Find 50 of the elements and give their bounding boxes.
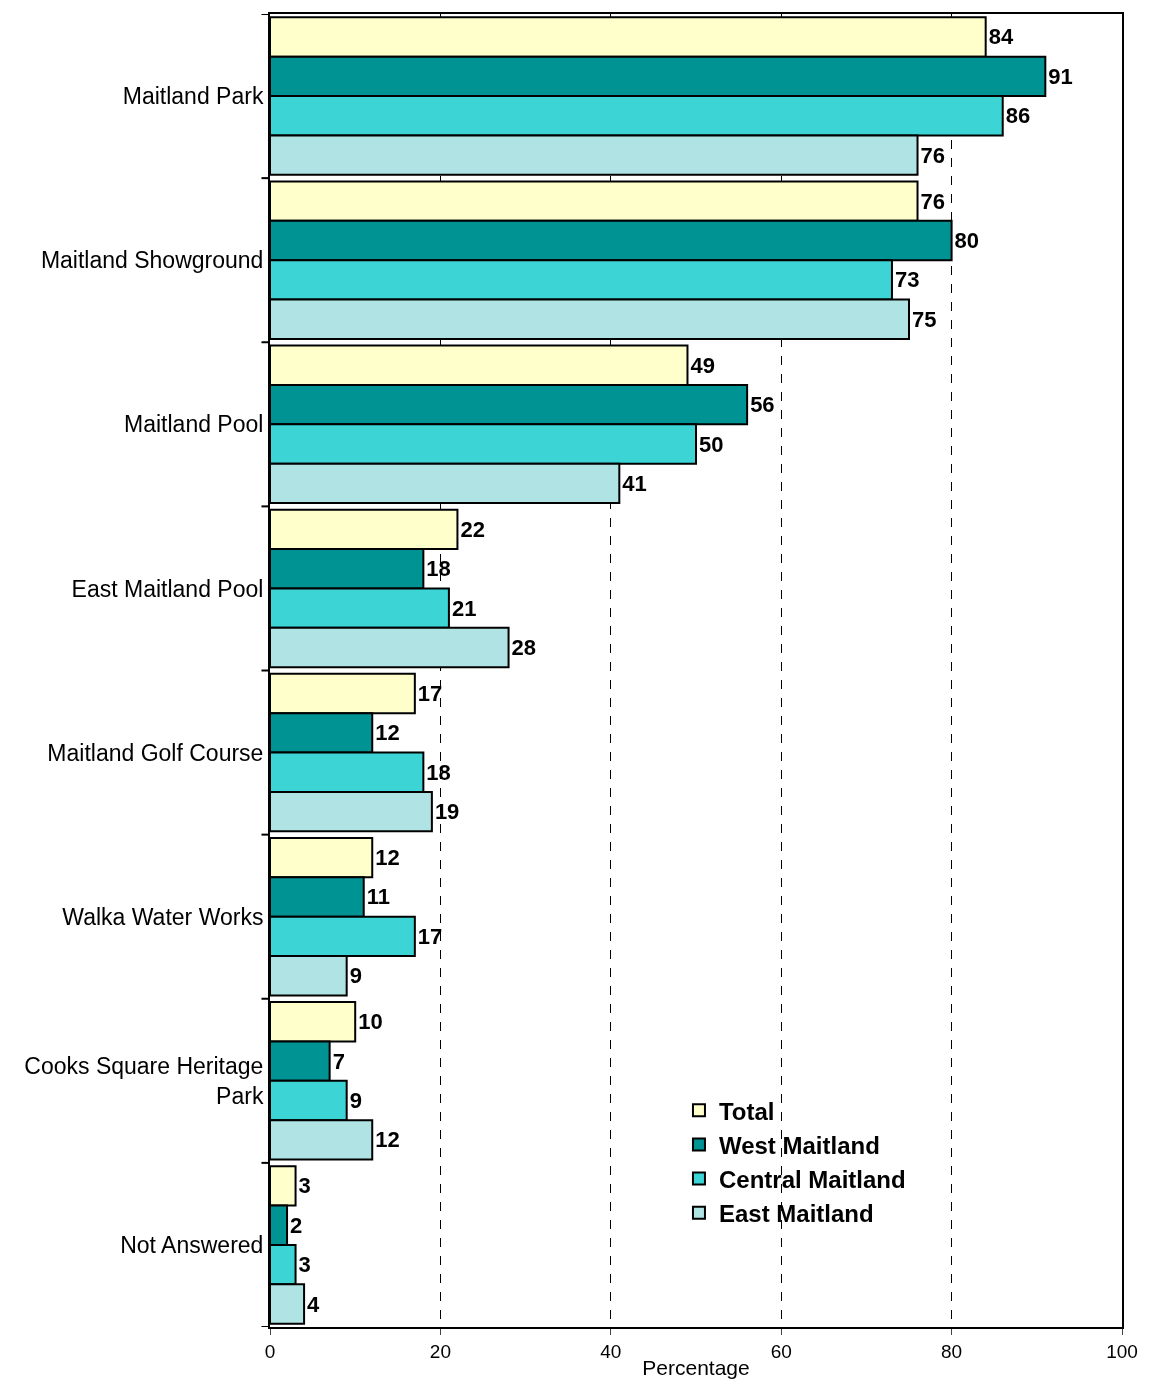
data-label: 10: [358, 1009, 383, 1035]
data-label: 76: [920, 142, 945, 168]
data-label: 12: [375, 1127, 400, 1153]
data-label: 86: [1005, 103, 1031, 129]
x-tick-label: 80: [941, 1340, 963, 1362]
y-tick-label: Maitland Park: [122, 83, 264, 110]
x-tick-label: 60: [770, 1340, 792, 1362]
y-tick-label: Maitland Pool: [124, 411, 264, 438]
data-label: 17: [417, 923, 443, 949]
data-label: 17: [417, 680, 443, 706]
data-label: 3: [298, 1252, 311, 1278]
data-label: 11: [366, 884, 390, 910]
x-axis-title: Percentage: [642, 1356, 750, 1380]
legend-label: East Maitland: [718, 1200, 874, 1228]
data-label: 28: [511, 635, 537, 661]
data-label: 18: [426, 759, 451, 785]
x-tick-label: 0: [264, 1340, 276, 1362]
data-label: 4: [307, 1291, 321, 1317]
data-label: 41: [622, 470, 647, 496]
data-label: 9: [349, 963, 362, 989]
data-label: 22: [460, 516, 485, 542]
legend-label: Central Maitland: [718, 1165, 906, 1193]
data-label: 12: [375, 720, 400, 746]
data-label: 2: [290, 1212, 303, 1238]
x-tick-label: 20: [429, 1340, 451, 1362]
data-label: 91: [1048, 63, 1073, 89]
data-label: 7: [332, 1048, 345, 1074]
data-label: 49: [690, 352, 715, 378]
y-tick-label: East Maitland Pool: [71, 575, 264, 602]
data-label: 56: [750, 392, 775, 418]
data-label: 9: [349, 1088, 362, 1114]
legend-label: Total: [718, 1097, 775, 1125]
data-label: 3: [298, 1173, 311, 1199]
y-tick-label: Not Answered: [120, 1231, 264, 1258]
data-label: 75: [912, 306, 937, 332]
data-label: 73: [894, 267, 920, 293]
data-label: 80: [954, 227, 980, 253]
y-tick-label: Maitland Showground: [40, 247, 264, 274]
data-label: 21: [451, 595, 477, 621]
data-label: 18: [426, 556, 451, 582]
y-tick-label: Cooks Square Heritage Park: [24, 1052, 264, 1109]
y-tick-label: Walka Water Works: [62, 903, 264, 930]
data-label: 12: [375, 845, 400, 871]
legend-label: West Maitland: [718, 1131, 880, 1159]
x-tick-label: 40: [600, 1340, 622, 1362]
y-tick-label: Maitland Golf Course: [47, 739, 264, 766]
data-label: 84: [988, 24, 1014, 50]
data-label: 50: [699, 431, 724, 457]
x-tick-label: 100: [1106, 1340, 1138, 1362]
data-label: 76: [920, 188, 945, 214]
